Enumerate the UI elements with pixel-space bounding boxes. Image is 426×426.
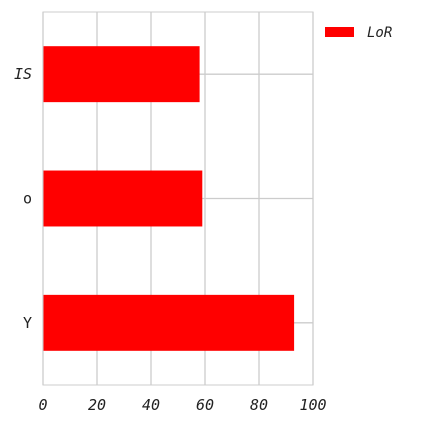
y-axis-labels: IS o Y [14, 65, 32, 332]
bar-o [43, 170, 203, 227]
x-tick-label-80: 80 [250, 396, 268, 414]
x-tick-label-60: 60 [196, 396, 214, 414]
legend: LoR [325, 25, 392, 41]
x-tick-label-40: 40 [142, 396, 160, 414]
bar-is [43, 46, 200, 103]
x-tick-label-0: 0 [38, 396, 47, 414]
plot-frame [42, 11, 314, 386]
y-tick-label-y: Y [23, 314, 32, 332]
legend-label-lor: LoR [367, 25, 392, 41]
x-axis-ticks: 0 20 40 60 80 100 [38, 396, 326, 414]
y-tick-label-o: o [23, 190, 32, 208]
x-tick-label-100: 100 [299, 396, 326, 414]
x-tick-label-20: 20 [88, 396, 106, 414]
bar-y [43, 294, 295, 351]
legend-swatch-lor [325, 27, 354, 37]
bar-group [43, 46, 295, 351]
y-tick-label-is: IS [14, 65, 32, 83]
